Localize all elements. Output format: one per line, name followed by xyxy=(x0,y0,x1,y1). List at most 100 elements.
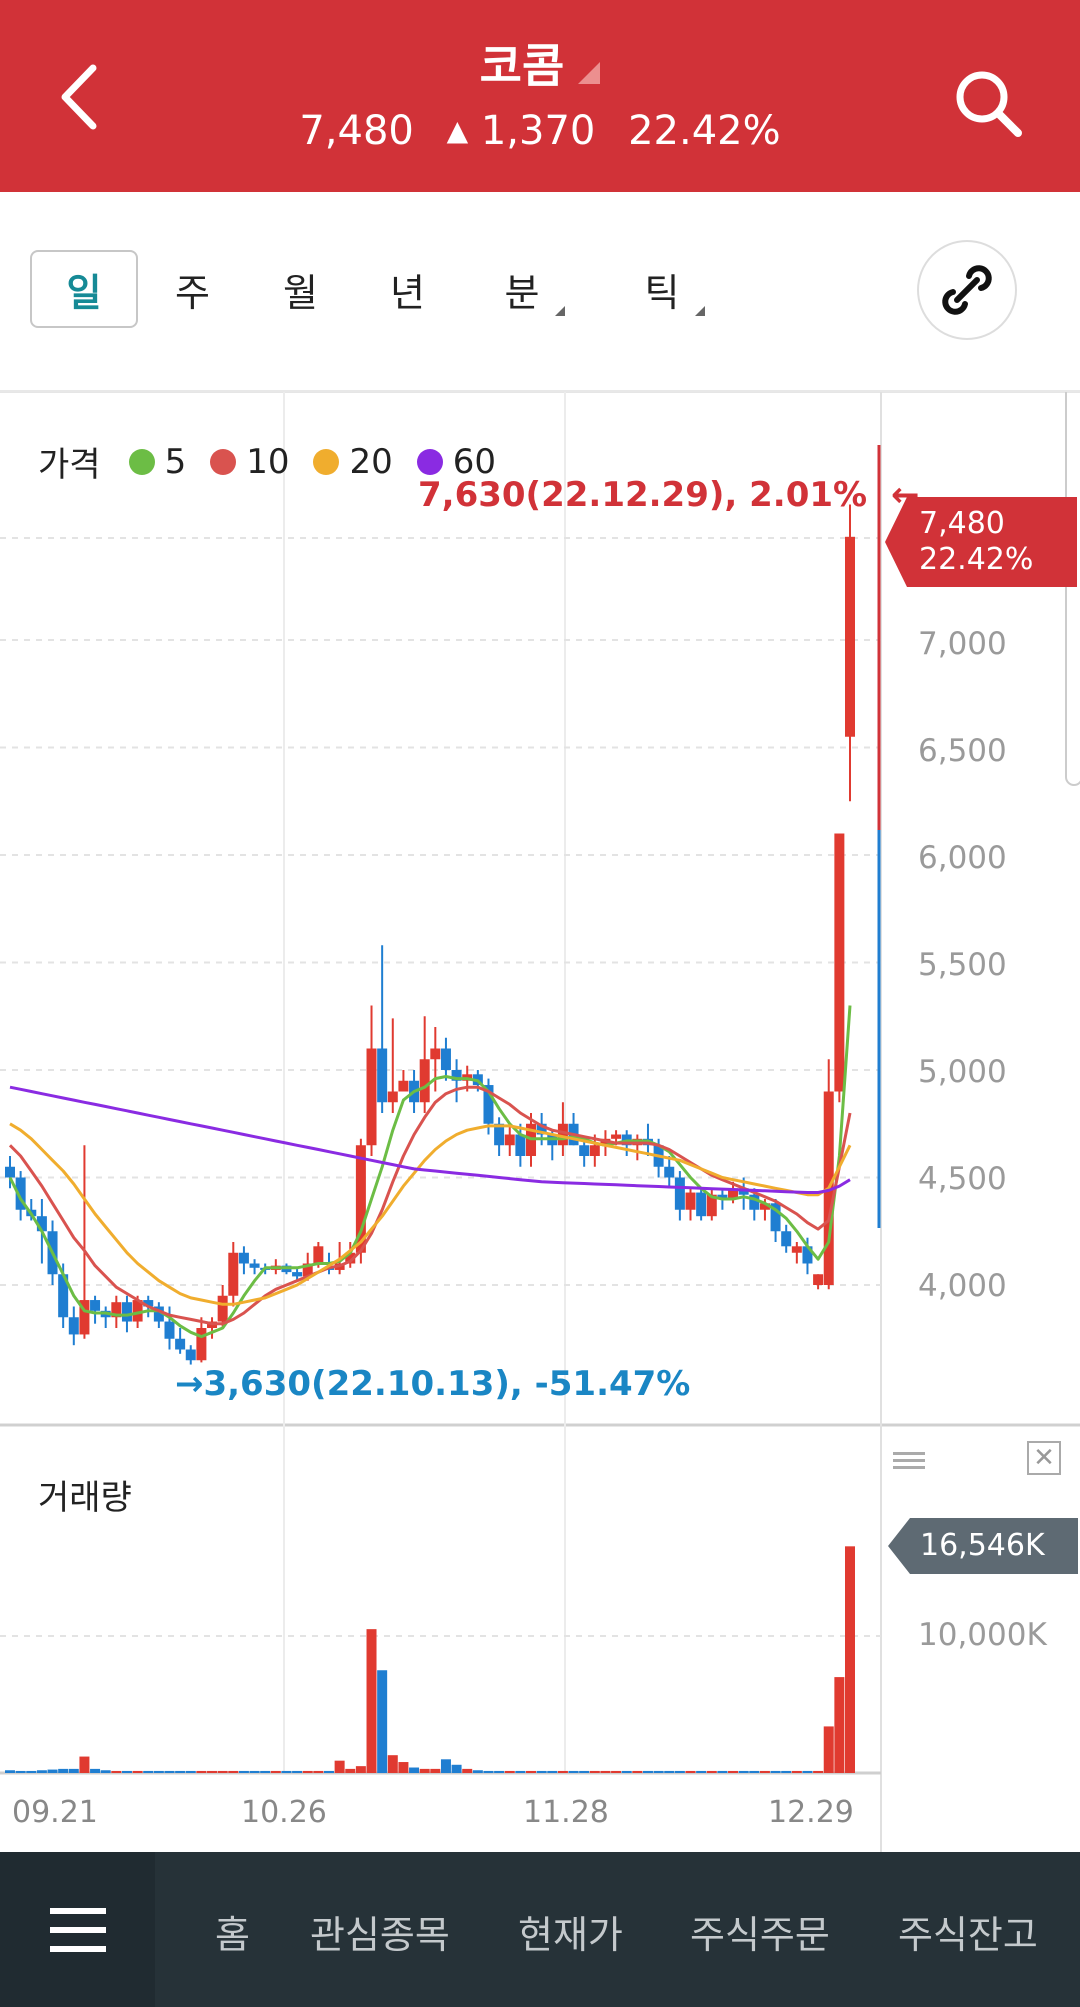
candle-body xyxy=(68,1317,79,1335)
volume-bar xyxy=(536,1770,547,1773)
current-price-marker: 7,480 22.42% xyxy=(885,497,1077,587)
nav-stock-balance[interactable]: 주식잔고 xyxy=(898,1913,1038,1957)
candle-body xyxy=(664,1166,675,1178)
candle-body xyxy=(802,1246,813,1264)
volume-bar xyxy=(153,1770,164,1773)
volume-bar xyxy=(175,1770,186,1773)
volume-bar xyxy=(749,1770,760,1773)
volume-bar xyxy=(387,1755,398,1773)
candle-body xyxy=(111,1302,122,1318)
candle-body xyxy=(845,536,855,737)
volume-bar xyxy=(58,1768,69,1773)
candle-body xyxy=(696,1192,707,1217)
x-tick-1128: 11.28 xyxy=(523,1795,609,1830)
volume-bar xyxy=(451,1764,462,1773)
volume-bar xyxy=(611,1770,622,1773)
tab-day[interactable]: 일 xyxy=(30,250,138,328)
period-tabs: 일 주 월 년 분 틱 xyxy=(0,192,1080,392)
volume-bar xyxy=(823,1726,834,1773)
volume-bar xyxy=(302,1770,313,1773)
volume-bar xyxy=(834,1677,845,1773)
volume-bar xyxy=(589,1770,600,1773)
candle-body xyxy=(58,1274,69,1318)
nav-home[interactable]: 홈 xyxy=(215,1913,250,1957)
nav-stock-order[interactable]: 주식주문 xyxy=(690,1913,830,1957)
legend-price-label: 가격 xyxy=(38,445,101,485)
volume-bar xyxy=(781,1770,792,1773)
x-tick-0921: 09.21 xyxy=(12,1795,98,1830)
volume-bar xyxy=(249,1770,260,1773)
volume-bar xyxy=(728,1770,739,1773)
volume-bar xyxy=(759,1770,770,1773)
volume-bar xyxy=(557,1770,568,1773)
nav-current-price[interactable]: 현재가 xyxy=(518,1913,623,1957)
volume-bar xyxy=(515,1770,526,1773)
volume-bar xyxy=(579,1770,590,1773)
candle-body xyxy=(589,1145,600,1156)
candle-body xyxy=(355,1145,366,1253)
menu-icon[interactable] xyxy=(0,1852,155,2007)
candle-body xyxy=(536,1123,547,1135)
candle-body xyxy=(90,1300,101,1311)
volume-bar xyxy=(26,1770,37,1773)
chart-legend: 가격 5 10 20 60 xyxy=(38,437,496,486)
tab-month[interactable]: 월 xyxy=(258,250,343,328)
app-header: 코콤 7,480 ▲ 1,370 22.42% xyxy=(0,0,1080,192)
change-percent: 22.42% xyxy=(628,108,781,154)
close-volume-panel-icon[interactable]: ✕ xyxy=(1027,1441,1061,1475)
volume-bar xyxy=(398,1762,409,1773)
tab-day-label: 일 xyxy=(66,270,102,315)
chart-settings-wrench-icon[interactable] xyxy=(917,240,1017,340)
volume-bar xyxy=(5,1770,15,1773)
volume-tick-10000k: 10,000K xyxy=(918,1617,1047,1653)
y-tick-5500: 5,500 xyxy=(918,947,1007,983)
change-value-wrap: ▲ 1,370 xyxy=(447,108,596,154)
tab-minute[interactable]: 분 xyxy=(480,250,590,328)
y-tick-7000: 7,000 xyxy=(918,626,1007,662)
high-annotation-text: 7,630(22.12.29), 2.01% xyxy=(418,475,868,515)
up-triangle-icon: ▲ xyxy=(446,114,469,147)
candle-body xyxy=(153,1306,164,1322)
volume-bar xyxy=(462,1768,473,1773)
candle-body xyxy=(79,1300,90,1335)
volume-bar xyxy=(68,1768,79,1773)
ma20-line xyxy=(9,1122,852,1306)
candle-body xyxy=(759,1203,770,1210)
volume-bar xyxy=(196,1770,207,1773)
volume-label: 거래량 xyxy=(38,1478,132,1518)
legend-ma60-dot xyxy=(416,448,443,475)
tab-tick[interactable]: 틱 xyxy=(620,250,730,328)
candle-body xyxy=(706,1194,717,1217)
volume-bar xyxy=(238,1770,249,1773)
legend-ma20-dot xyxy=(313,448,340,475)
candle-body xyxy=(813,1274,824,1285)
tab-year[interactable]: 년 xyxy=(365,250,450,328)
back-icon[interactable] xyxy=(55,60,115,135)
stock-name[interactable]: 코콤 xyxy=(0,30,1080,96)
volume-bar xyxy=(717,1770,728,1773)
candle-body xyxy=(515,1134,526,1156)
candle-body xyxy=(579,1145,590,1156)
candle-body xyxy=(717,1194,728,1199)
candle-body xyxy=(749,1194,760,1210)
current-price: 7,480 xyxy=(299,108,414,154)
search-icon[interactable] xyxy=(950,65,1025,140)
ma10-line xyxy=(8,1085,852,1326)
candle-body xyxy=(143,1300,154,1307)
candle-body xyxy=(238,1252,249,1264)
candle-body xyxy=(377,1048,388,1103)
tab-week-label: 주 xyxy=(175,270,210,315)
minute-options-triangle-icon xyxy=(555,306,566,316)
legend-ma5-dot xyxy=(128,448,155,475)
tab-week[interactable]: 주 xyxy=(150,250,235,328)
volume-bar xyxy=(674,1770,685,1773)
current-price-marker-value: 7,480 xyxy=(919,506,1005,541)
candle-body xyxy=(249,1263,260,1268)
volume-bar xyxy=(472,1770,483,1773)
nav-watchlist[interactable]: 관심종목 xyxy=(310,1913,450,1957)
candle-body xyxy=(121,1302,132,1322)
volume-bar xyxy=(600,1770,611,1773)
volume-bar xyxy=(685,1770,696,1773)
volume-panel-drag-handle-icon[interactable] xyxy=(893,1448,925,1473)
stock-chart[interactable] xyxy=(0,392,1080,1852)
